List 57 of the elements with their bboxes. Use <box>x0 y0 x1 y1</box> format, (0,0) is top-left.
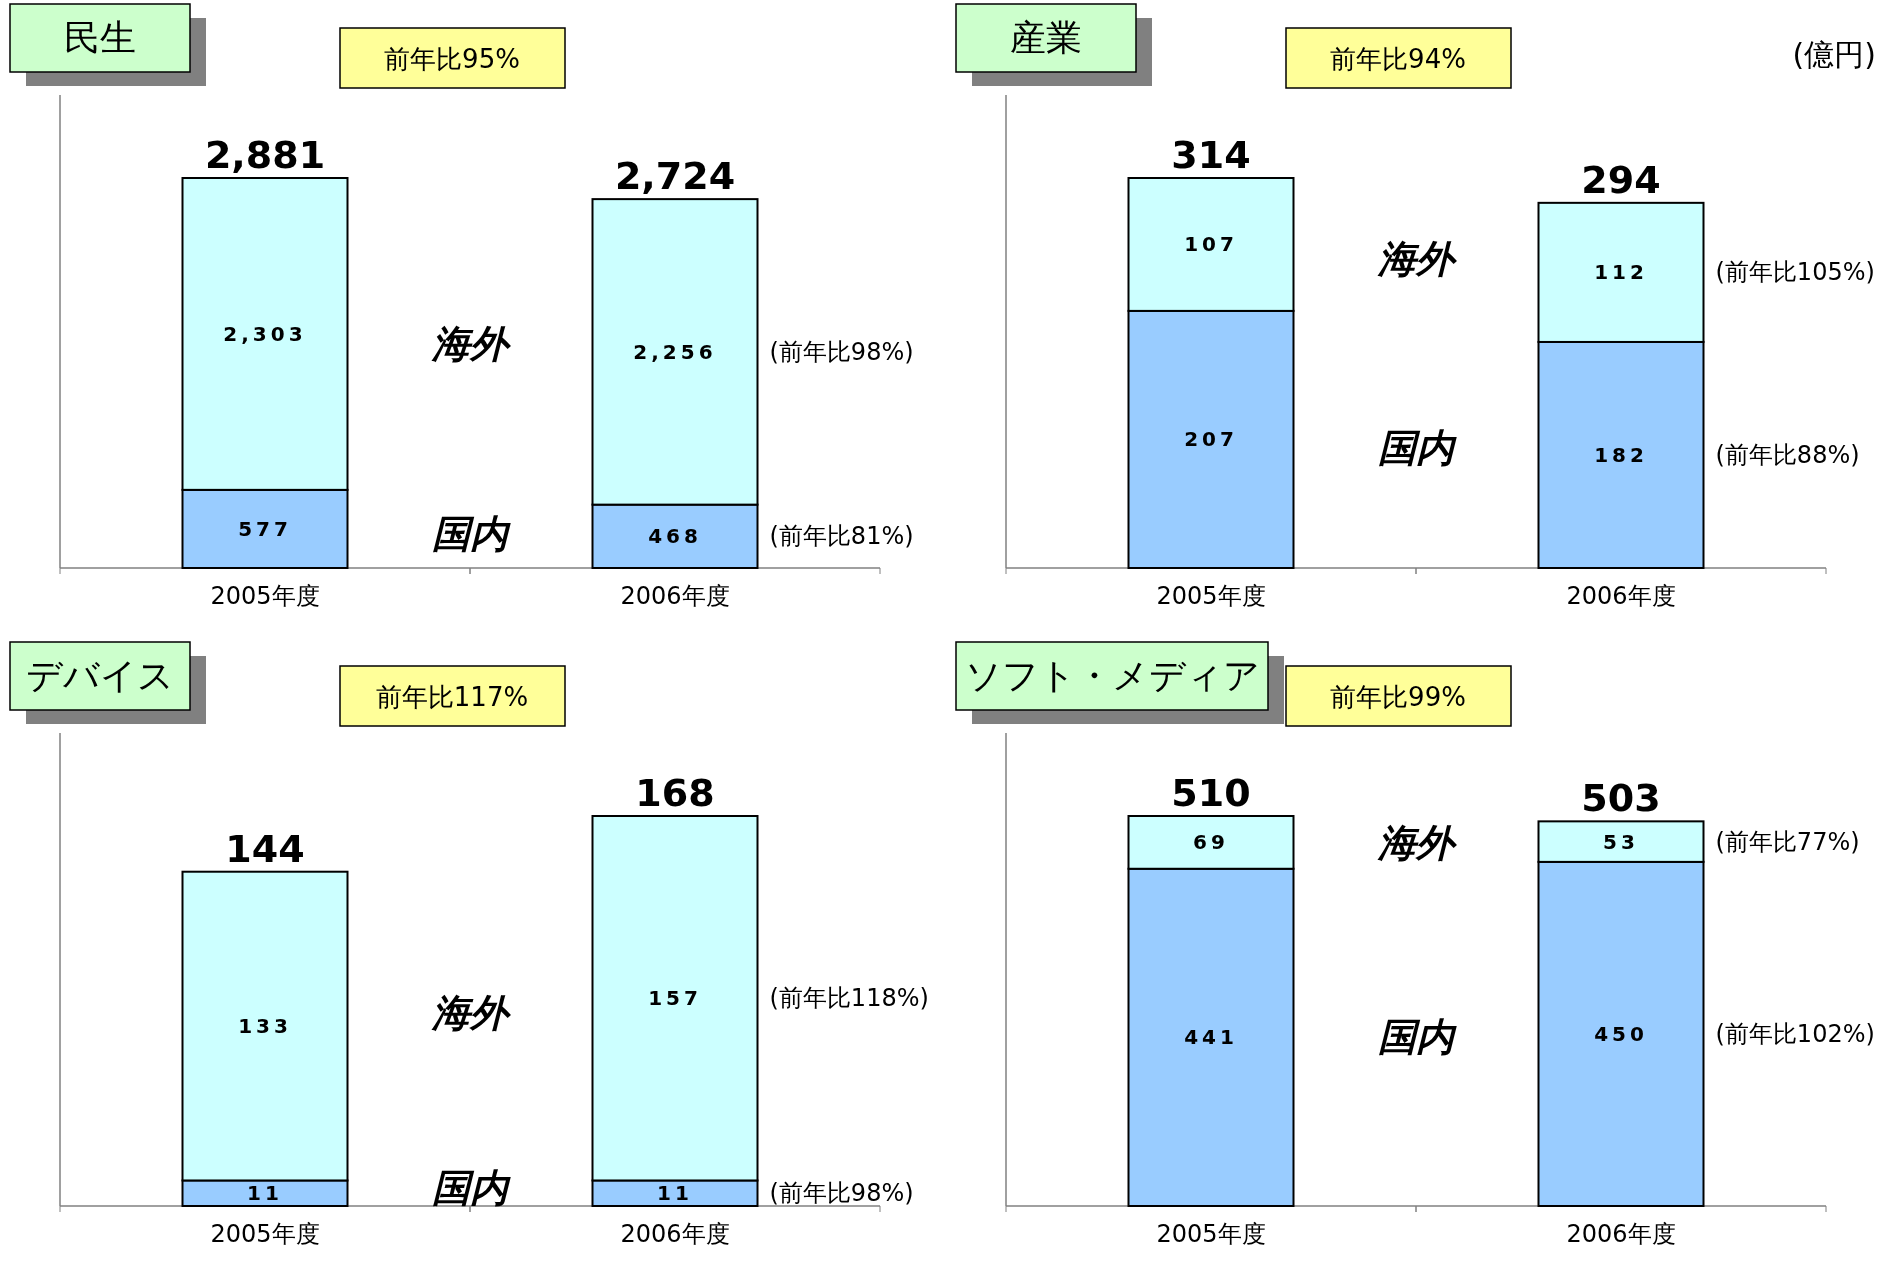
annotation: (前年比105%) <box>1715 258 1875 287</box>
total-label: 510 <box>1171 771 1251 815</box>
y-axis-title: (億円) <box>1792 37 1876 72</box>
chart-title: 産業 <box>1010 17 1082 58</box>
x-tick-label: 2006年度 <box>620 582 730 610</box>
chart-title: 民生 <box>64 17 136 58</box>
text: 前年比95% <box>384 44 520 74</box>
total-label: 503 <box>1581 776 1661 821</box>
data-label: 112 <box>1594 260 1648 285</box>
x-tick-label: 2006年度 <box>1566 582 1676 610</box>
text: 海外 <box>1377 237 1457 282</box>
annotation: (前年比102%) <box>1715 1019 1875 1048</box>
data-label: 2,303 <box>223 321 307 346</box>
chart-title: デバイス <box>26 655 174 696</box>
text: 国内 <box>1378 1014 1457 1059</box>
annotation: (前年比98%) <box>769 1179 914 1208</box>
data-label: 157 <box>648 986 702 1011</box>
data-label: 207 <box>1184 427 1238 452</box>
annotation: (前年比81%) <box>769 522 914 551</box>
annotation: (前年比88%) <box>1715 440 1860 469</box>
total-label: 294 <box>1581 157 1661 202</box>
data-label: 441 <box>1184 1025 1238 1050</box>
data-label: 107 <box>1184 232 1238 257</box>
chart-title: ソフト・メディア <box>964 655 1260 696</box>
text: 前年比94% <box>1330 44 1466 74</box>
total-label: 314 <box>1171 133 1251 177</box>
data-label: 11 <box>657 1181 693 1206</box>
text: 海外 <box>1377 821 1457 865</box>
text: 海外 <box>431 991 511 1036</box>
annotation: (前年比98%) <box>769 337 914 366</box>
data-label: 468 <box>648 524 702 549</box>
x-tick-label: 2005年度 <box>210 1220 320 1248</box>
data-label: 577 <box>238 516 292 541</box>
total-label: 2,881 <box>204 133 326 177</box>
data-label: 69 <box>1193 830 1229 855</box>
data-label: 11 <box>247 1181 283 1206</box>
x-tick-label: 2005年度 <box>1156 1220 1266 1248</box>
x-tick-label: 2006年度 <box>620 1220 730 1248</box>
data-label: 133 <box>238 1014 292 1039</box>
x-tick-label: 2005年度 <box>210 582 320 610</box>
x-tick-label: 2005年度 <box>1156 582 1266 610</box>
text: 国内 <box>432 1165 511 1210</box>
data-label: 53 <box>1603 829 1639 854</box>
total-label: 2,724 <box>614 154 736 199</box>
data-label: 450 <box>1594 1021 1648 1046</box>
text: 国内 <box>432 511 511 556</box>
text: 前年比117% <box>375 682 529 712</box>
data-label: 182 <box>1594 442 1648 467</box>
text: 海外 <box>431 321 511 366</box>
annotation: (前年比77%) <box>1715 827 1860 856</box>
x-tick-label: 2006年度 <box>1566 1220 1676 1248</box>
total-label: 168 <box>635 771 715 815</box>
total-label: 144 <box>225 826 305 871</box>
annotation: (前年比118%) <box>769 984 929 1013</box>
text: 国内 <box>1378 426 1457 471</box>
text: 前年比99% <box>1330 682 1466 712</box>
data-label: 2,256 <box>633 339 717 364</box>
